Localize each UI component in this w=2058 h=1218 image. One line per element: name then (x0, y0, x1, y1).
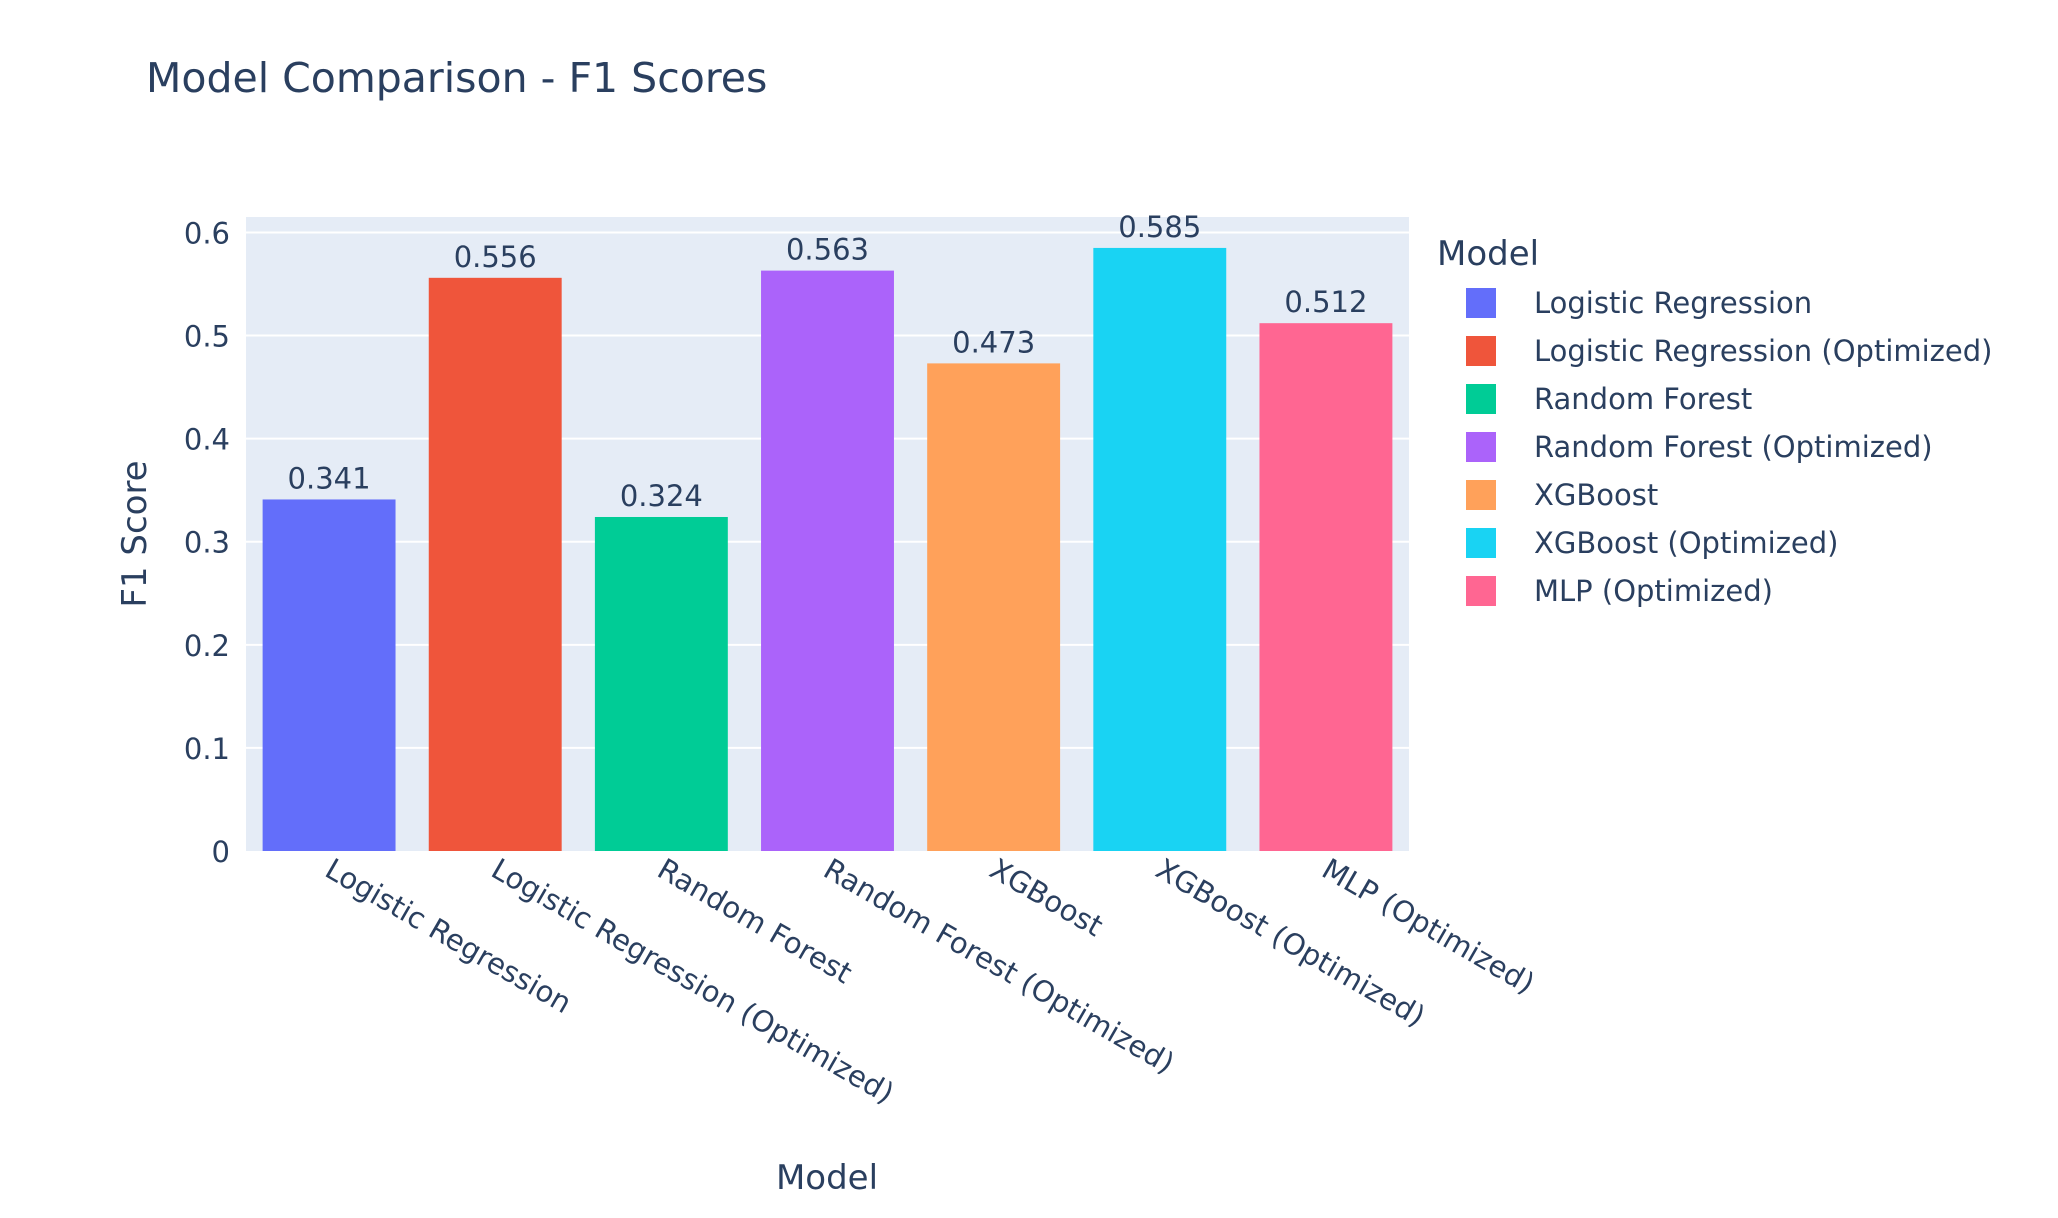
legend-swatch (1466, 576, 1496, 606)
bar-value-label: 0.512 (1284, 285, 1367, 319)
y-axis-ticks: 0 0.1 0.2 0.3 0.4 0.5 0.6 (184, 216, 230, 869)
legend-swatch (1466, 432, 1496, 462)
bar-value-label: 0.473 (952, 325, 1035, 359)
bar (1259, 323, 1393, 851)
bar-value-label: 0.324 (620, 479, 703, 513)
legend-item-label: Logistic Regression (1534, 286, 1812, 320)
legend-item-label: XGBoost (Optimized) (1534, 526, 1839, 560)
legend-swatch (1466, 288, 1496, 318)
chart-title: Model Comparison - F1 Scores (146, 54, 767, 102)
bar (428, 277, 562, 851)
y-tick-label: 0 (212, 835, 230, 869)
bar-value-label: 0.585 (1118, 210, 1201, 244)
bar (594, 516, 728, 851)
y-tick-label: 0.4 (184, 423, 230, 457)
bar-value-label: 0.341 (288, 461, 371, 495)
x-axis-title: Model (776, 1158, 878, 1198)
legend-swatch (1466, 480, 1496, 510)
bar-value-label: 0.563 (786, 233, 869, 267)
bar (262, 499, 396, 851)
y-tick-label: 0.6 (184, 216, 230, 250)
bars (262, 247, 1393, 852)
bar (1093, 247, 1227, 852)
y-tick-label: 0.2 (184, 629, 230, 663)
legend-item-label: Logistic Regression (Optimized) (1534, 334, 1992, 368)
bar (927, 363, 1061, 851)
bar (761, 270, 894, 851)
y-axis-title: F1 Score (115, 460, 155, 607)
legend-swatch (1466, 528, 1496, 558)
legend-item-label: Random Forest (Optimized) (1534, 430, 1933, 464)
legend-item-label: XGBoost (1534, 478, 1658, 512)
y-tick-label: 0.5 (184, 320, 230, 354)
legend-swatch (1466, 384, 1496, 414)
y-tick-label: 0.1 (184, 732, 230, 766)
legend-item-label: Random Forest (1534, 382, 1752, 416)
legend: Model Logistic Regression Logistic Regres… (1437, 234, 1992, 608)
bar-value-label: 0.556 (454, 240, 537, 274)
y-tick-label: 0.3 (184, 526, 230, 560)
value-labels: 0.341 0.556 0.324 0.563 0.473 0.585 0.512 (288, 210, 1368, 513)
legend-swatch (1466, 336, 1496, 366)
legend-title: Model (1437, 234, 1539, 274)
legend-item-label: MLP (Optimized) (1534, 574, 1773, 608)
